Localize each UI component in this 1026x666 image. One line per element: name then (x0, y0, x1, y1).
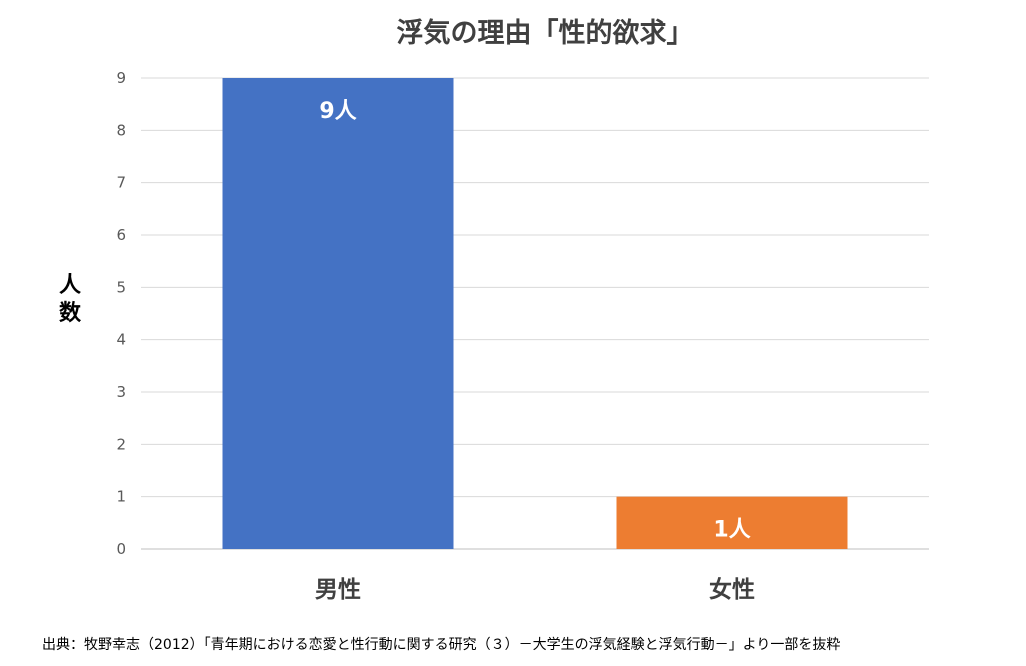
y-tick-label: 1 (116, 488, 126, 506)
category-label: 男性 (315, 577, 361, 603)
y-axis-label-char: 人 (59, 273, 81, 298)
y-tick-label: 9 (116, 69, 126, 87)
x-axis-categories: 男性 女性 (315, 576, 755, 603)
data-labels: 9人 1人 (319, 99, 750, 543)
data-label: 1人 (713, 518, 750, 543)
chart-title: 浮気の理由「性的欲求」 (397, 17, 694, 49)
data-label: 9人 (319, 99, 356, 124)
y-tick-label: 0 (116, 540, 126, 558)
y-axis-ticks: 0 1 2 3 4 5 6 7 8 9 (116, 69, 126, 558)
y-tick-label: 7 (116, 174, 126, 192)
y-tick-label: 8 (116, 121, 126, 139)
bars (222, 78, 848, 549)
y-tick-label: 2 (116, 435, 126, 453)
category-label: 女性 (709, 576, 755, 603)
source-citation: 出典：牧野幸志（2012）「青年期における恋愛と性行動に関する研究（３）－大学生… (42, 636, 840, 653)
y-axis-label-char: 数 (59, 300, 82, 326)
y-tick-label: 3 (116, 383, 126, 401)
y-axis-label: 人数 (59, 273, 82, 326)
bar (616, 496, 848, 549)
bar (222, 78, 454, 549)
y-tick-label: 4 (116, 331, 126, 349)
y-tick-label: 5 (116, 278, 126, 296)
y-tick-label: 6 (116, 226, 126, 244)
